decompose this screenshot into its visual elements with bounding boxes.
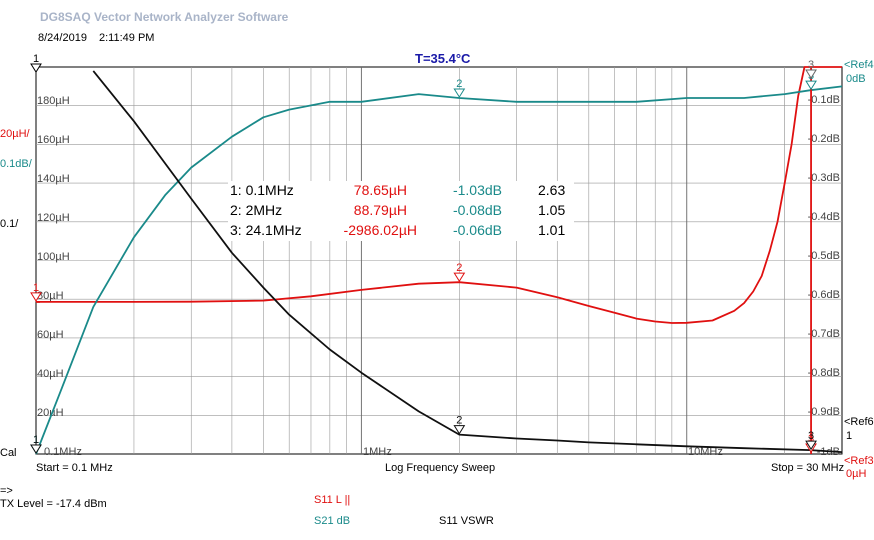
l-scale-label: 20µH/ [0, 128, 31, 140]
marker-triangle [30, 444, 42, 454]
left-tick: 40µH [37, 368, 64, 380]
marker-label: 2 [456, 262, 462, 274]
app-title: DG8SAQ Vector Network Analyzer Software [40, 10, 289, 24]
x-tick: 1MHz [363, 446, 392, 458]
markers: 11122233313 [30, 53, 817, 454]
marker-row-l: 88.79µH [354, 202, 407, 218]
sweep-mode-label: Log Frequency Sweep [385, 462, 495, 474]
cal-label: Cal [0, 447, 17, 459]
marker-row-db: -0.06dB [453, 222, 502, 238]
temperature-label: T=35.4°C [415, 51, 471, 66]
marker-triangle [453, 88, 466, 98]
marker-label: 1 [33, 434, 39, 446]
marker-row-id: 3: 24.1MHz [230, 222, 302, 238]
marker-label: 3 [808, 430, 814, 442]
marker-row-db: -1.03dB [453, 182, 502, 198]
left-tick: 80µH [37, 290, 64, 302]
start-label: Start = 0.1 MHz [36, 462, 113, 474]
marker-row-id: 1: 0.1MHz [230, 182, 294, 198]
marker-triangle [453, 425, 466, 435]
x-tick-labels: 0.1MHz 1MHz 10MHz [44, 446, 723, 458]
ref3-label: <Ref3 [844, 455, 874, 467]
marker-triangle [805, 440, 817, 451]
marker-label: 3 [808, 59, 814, 71]
marker-triangle [30, 292, 42, 302]
right-tick: -0.9dB [808, 406, 840, 418]
trace-db [35, 85, 843, 455]
left-tick: 20µH [37, 407, 64, 419]
arrow-indicator: => [0, 485, 13, 497]
marker-label: 1 [33, 434, 39, 446]
vswr-scale-label: 0.1/ [0, 218, 19, 230]
right-tick: -0.5dB [808, 250, 840, 262]
marker-row-l: -2986.02µH [344, 222, 417, 238]
x-tick: 0.1MHz [44, 446, 82, 458]
marker-triangle [453, 272, 466, 283]
ref6-label: <Ref6 [844, 416, 874, 428]
marker-label: 2 [456, 415, 462, 427]
left-tick: 160µH [37, 134, 70, 146]
right-tick: -0.4dB [808, 211, 840, 223]
right-tick: -0.1dB [808, 94, 840, 106]
x-tick: 10MHz [688, 446, 723, 458]
left-tick: 140µH [37, 173, 70, 185]
right-tick: -0.8dB [808, 367, 840, 379]
marker-label: 2 [456, 78, 462, 90]
left-tick: 100µH [37, 251, 70, 263]
marker-row-id: 2: 2MHz [230, 202, 282, 218]
stop-label: Stop = 30 MHz [771, 462, 844, 474]
marker-label: 3 [808, 433, 814, 445]
marker-triangle [805, 69, 817, 79]
right-tick: -0.6dB [808, 289, 840, 301]
ref6-value: 1 [846, 430, 852, 442]
left-tick: 180µH [37, 95, 70, 107]
time-label: 2:11:49 PM [99, 32, 154, 44]
right-tick: -0.3dB [808, 172, 840, 184]
marker-table: 1: 0.1MHz 78.65µH -1.03dB 2.63 2: 2MHz 8… [228, 181, 574, 241]
marker-label: 1 [33, 53, 39, 65]
legend-vswr-trace[interactable]: S11 VSWR [439, 515, 494, 527]
right-tick: -0.2dB [808, 133, 840, 145]
marker-row-vswr: 2.63 [538, 182, 565, 198]
marker-triangle [805, 80, 817, 91]
legend-db-trace[interactable]: S21 dB [314, 515, 350, 527]
right-tick: -0.7dB [808, 328, 840, 340]
trace-vswr [92, 70, 843, 453]
legend-l-trace[interactable]: S11 L || [314, 494, 350, 506]
marker-table-bg [228, 181, 574, 241]
left-tick: 60µH [37, 329, 64, 341]
traces [35, 66, 843, 455]
marker-label: 1 [33, 282, 39, 294]
marker-row-vswr: 1.01 [538, 222, 565, 238]
ref4-label: <Ref4 [844, 59, 874, 71]
ref3-value: 0µH [846, 468, 866, 480]
left-tick: 120µH [37, 212, 70, 224]
right-tick-labels: -0.1dB -0.2dB -0.3dB -0.4dB -0.5dB -0.6d… [808, 94, 840, 458]
marker-row-db: -0.08dB [453, 202, 502, 218]
marker-row-l: 78.65µH [354, 182, 407, 198]
marker-row-vswr: 1.05 [538, 202, 565, 218]
ref4-value: 0dB [846, 73, 866, 85]
db-scale-label: 0.1dB/ [0, 158, 33, 170]
trace-l [36, 66, 842, 324]
date-label: 8/24/2019 [38, 32, 87, 44]
marker-triangle [30, 63, 42, 73]
plot-grid [35, 66, 843, 455]
left-tick-labels: 180µH 160µH 140µH 120µH 100µH 80µH 60µH … [37, 95, 70, 419]
tx-level-label[interactable]: TX Level = -17.4 dBm [0, 498, 107, 510]
